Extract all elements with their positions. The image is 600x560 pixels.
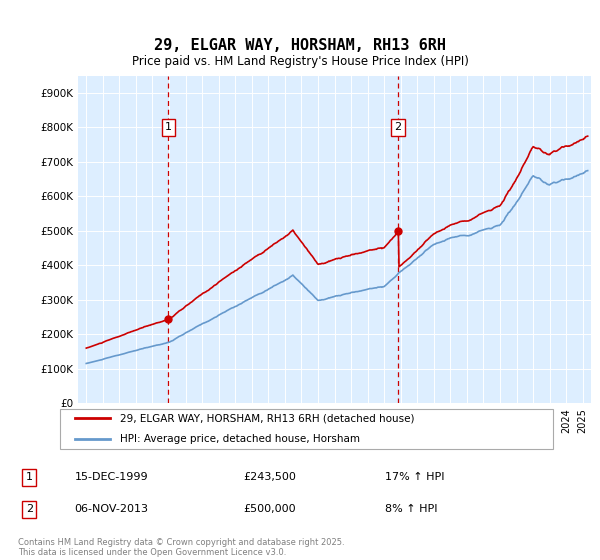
FancyBboxPatch shape xyxy=(60,409,553,449)
Text: Price paid vs. HM Land Registry's House Price Index (HPI): Price paid vs. HM Land Registry's House … xyxy=(131,55,469,68)
Text: 29, ELGAR WAY, HORSHAM, RH13 6RH: 29, ELGAR WAY, HORSHAM, RH13 6RH xyxy=(154,38,446,53)
Text: HPI: Average price, detached house, Horsham: HPI: Average price, detached house, Hors… xyxy=(120,434,360,444)
Text: 1: 1 xyxy=(26,472,33,482)
Text: £500,000: £500,000 xyxy=(244,505,296,515)
Text: 1: 1 xyxy=(165,122,172,132)
Text: 8% ↑ HPI: 8% ↑ HPI xyxy=(385,505,437,515)
Text: 2: 2 xyxy=(26,505,33,515)
Text: 2: 2 xyxy=(394,122,401,132)
Text: £243,500: £243,500 xyxy=(244,472,296,482)
Text: 17% ↑ HPI: 17% ↑ HPI xyxy=(385,472,444,482)
Text: 06-NOV-2013: 06-NOV-2013 xyxy=(74,505,148,515)
Text: Contains HM Land Registry data © Crown copyright and database right 2025.
This d: Contains HM Land Registry data © Crown c… xyxy=(18,538,344,557)
Text: 15-DEC-1999: 15-DEC-1999 xyxy=(74,472,148,482)
Text: 29, ELGAR WAY, HORSHAM, RH13 6RH (detached house): 29, ELGAR WAY, HORSHAM, RH13 6RH (detach… xyxy=(120,413,414,423)
